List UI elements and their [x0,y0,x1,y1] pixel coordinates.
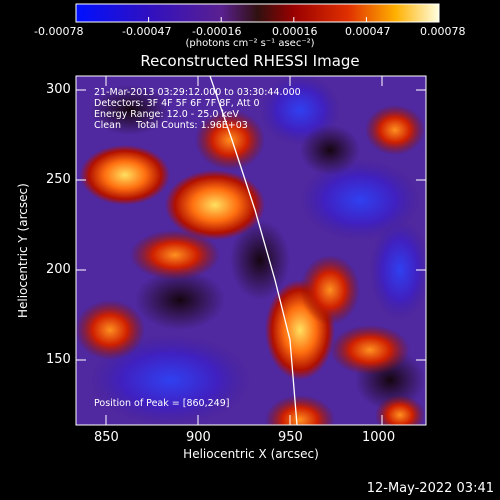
x-axis-label: Heliocentric X (arcsec) [183,447,319,461]
y-tick-label: 150 [46,352,71,367]
footer-timestamp: 12-May-2022 03:41 [366,481,494,496]
solar-limb-line [209,76,298,425]
y-tick-label: 250 [46,172,71,187]
x-tick-label: 1000 [362,430,396,445]
annotation-time-range: 21-Mar-2013 03:29:12.000 to 03:30:44.000 [94,87,301,98]
colorbar-ticks [75,17,440,22]
x-tick-label: 950 [278,430,303,445]
colorbar [75,3,440,23]
colorbar-tick-label: 0.00078 [420,25,466,38]
annotation-detectors: Detectors: 3F 4F 5F 6F 7F 8F, Att 0 [94,98,260,109]
colorbar-tick-label: 0.00016 [272,25,318,38]
colorbar-tick-label: -0.00078 [34,25,84,38]
annotation-energy-range: Energy Range: 12.0 - 25.0 keV [94,109,239,120]
y-tick-label: 200 [46,262,71,277]
colorbar-gradient [75,3,440,23]
colorbar-tick-label: 0.00047 [345,25,391,38]
x-tick-label: 900 [186,430,211,445]
y-axis-ticks [76,89,426,361]
x-tick-label: 850 [94,430,119,445]
colorbar-tick-label: -0.00047 [122,25,172,38]
colorbar-tick-label: -0.00016 [192,25,242,38]
annotation-clean-counts: Clean Total Counts: 1.96E+03 [94,120,248,131]
colorbar-unit-label: (photons cm⁻² s⁻¹ asec⁻²) [185,38,315,49]
x-axis-ticks [105,76,383,425]
annotation-peak-position: Position of Peak = [860,249] [94,398,230,409]
plot-frame [75,75,427,426]
y-axis-label: Heliocentric Y (arcsec) [16,183,30,318]
y-tick-label: 300 [46,82,71,97]
rhessi-image [76,76,426,425]
plot-title: Reconstructed RHESSI Image [140,52,360,70]
